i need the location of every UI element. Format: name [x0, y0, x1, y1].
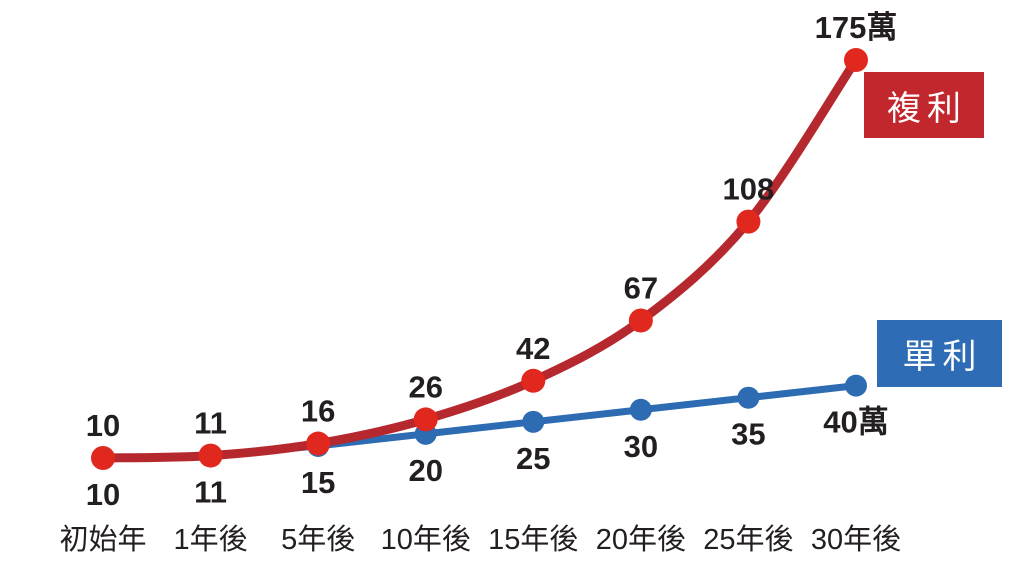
compound-value-label: 108 [723, 172, 775, 207]
x-axis-label: 30年後 [811, 523, 901, 556]
x-axis-label: 25年後 [703, 523, 793, 556]
compound-data-point [413, 407, 438, 432]
legend-compound-label: 複利 [887, 89, 967, 128]
x-axis-label: 15年後 [488, 523, 578, 556]
x-axis-label: 1年後 [173, 523, 247, 556]
x-axis-label: 初始年 [59, 523, 146, 556]
legend-simple-interest: 單利 [877, 320, 1002, 387]
simple-value-label: 30 [624, 429, 658, 464]
compound-value-label: 10 [86, 408, 120, 443]
simple-data-point [844, 374, 867, 397]
simple-value-label: 25 [516, 441, 550, 476]
simple-data-point [522, 410, 545, 433]
compound-data-point [306, 431, 331, 456]
compound-value-label: 67 [624, 271, 658, 306]
legend-simple-label: 單利 [902, 338, 983, 376]
x-axis-label: 20年後 [596, 523, 686, 556]
simple-value-label: 20 [408, 453, 442, 488]
compound-data-point [628, 308, 653, 333]
compound-data-point [736, 209, 761, 234]
compound-value-label: 11 [194, 406, 227, 441]
compound-value-label: 16 [301, 394, 335, 429]
compound-data-point [198, 443, 223, 468]
simple-value-label: 10 [86, 477, 120, 512]
compound-value-label: 175萬 [815, 10, 898, 45]
x-axis-label: 5年後 [281, 523, 355, 556]
simple-value-label: 15 [301, 465, 335, 500]
compound-data-point [843, 48, 868, 72]
simple-value-label: 40萬 [823, 405, 888, 440]
compound-data-point [91, 446, 115, 470]
simple-data-point [629, 398, 652, 421]
simple-value-label: 35 [731, 417, 765, 452]
simple-data-point [737, 386, 760, 409]
simple-value-label: 11 [194, 475, 227, 510]
compound-data-point [521, 368, 546, 393]
x-axis-label: 10年後 [381, 523, 471, 556]
legend-compound-interest: 複利 [864, 72, 984, 138]
compound-value-label: 26 [408, 369, 442, 404]
compound-value-label: 42 [516, 331, 550, 366]
